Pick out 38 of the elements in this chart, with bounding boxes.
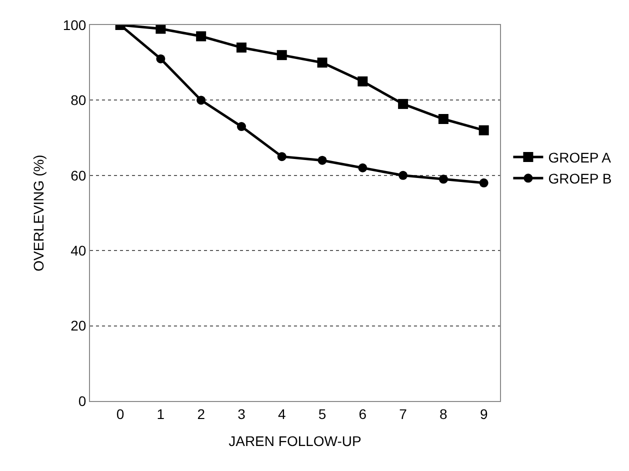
point xyxy=(156,54,166,64)
x-tick-label: 6 xyxy=(358,406,367,422)
x-tick-label: 5 xyxy=(318,406,326,422)
y-tick-label: 40 xyxy=(70,242,86,258)
x-tick-label: 8 xyxy=(440,406,448,422)
x-tick-label: 0 xyxy=(116,406,124,422)
x-tick-label: 7 xyxy=(399,406,408,422)
x-tick-label: 9 xyxy=(480,406,488,422)
point xyxy=(277,152,286,162)
y-tick-label: 80 xyxy=(70,92,86,108)
point xyxy=(479,178,488,188)
point xyxy=(478,125,489,136)
legend-label: GROEP B xyxy=(548,170,612,187)
point xyxy=(358,163,368,172)
y-tick-label: 60 xyxy=(70,167,86,184)
y-tick-label: 0 xyxy=(78,392,86,409)
point xyxy=(358,76,368,86)
point xyxy=(398,170,408,180)
point xyxy=(156,25,166,34)
x-tick-label: 4 xyxy=(278,406,286,422)
point xyxy=(317,58,328,68)
x-tick-label: 3 xyxy=(238,406,246,422)
point xyxy=(196,96,206,105)
point xyxy=(236,122,246,132)
x-tick-label: 2 xyxy=(197,406,206,422)
y-tick-label: 20 xyxy=(70,318,86,334)
y-axis-title: OVERLEVING (%) xyxy=(30,154,46,272)
y-tick-label: 100 xyxy=(62,16,86,33)
point xyxy=(438,174,448,184)
x-tick-label: 1 xyxy=(156,406,165,422)
point xyxy=(196,31,206,42)
point xyxy=(236,42,246,53)
point xyxy=(318,156,327,165)
legend-label: GROEP A xyxy=(548,149,612,166)
x-axis-title: JAREN FOLLOW-UP xyxy=(228,433,362,450)
point xyxy=(276,50,287,60)
point xyxy=(438,114,448,124)
point xyxy=(398,98,408,109)
